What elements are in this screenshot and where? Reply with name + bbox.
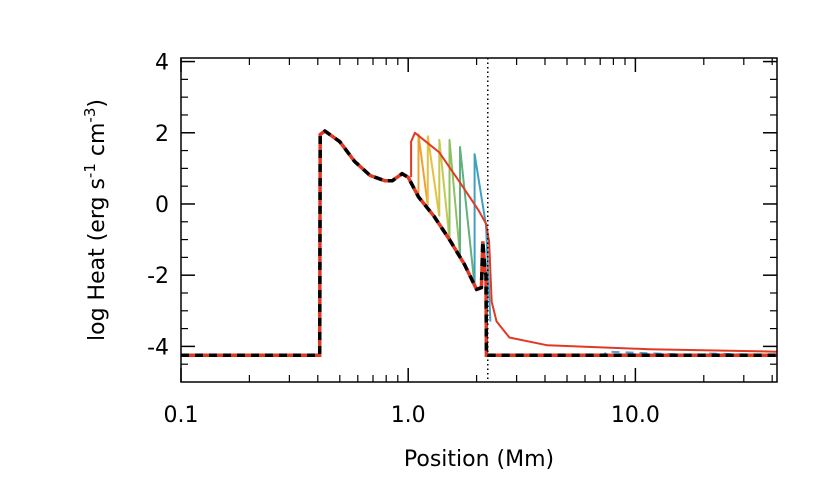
series-line bbox=[181, 129, 777, 358]
y-tick-label: -4 bbox=[147, 335, 169, 360]
series-line bbox=[417, 133, 429, 206]
y-tick-label: -2 bbox=[147, 264, 169, 289]
y-tick-label: 0 bbox=[155, 193, 169, 218]
series-line-under bbox=[181, 128, 777, 358]
x-axis-label: Position (Mm) bbox=[404, 447, 554, 472]
plot-frame bbox=[180, 57, 778, 383]
y-label-sup: -3 bbox=[81, 108, 99, 123]
y-label-part: log Heat (erg s bbox=[85, 178, 110, 341]
y-tick-label: 2 bbox=[155, 122, 169, 147]
y-label-part: cm bbox=[85, 123, 110, 164]
series-line bbox=[459, 146, 476, 287]
series-line bbox=[438, 138, 451, 240]
x-tick-label: 0.1 bbox=[164, 403, 199, 428]
x-tick-label: 1.0 bbox=[391, 403, 426, 428]
series-line bbox=[410, 131, 778, 353]
series-line bbox=[448, 138, 461, 256]
y-label-sup: -1 bbox=[81, 163, 99, 178]
series-line bbox=[473, 153, 492, 322]
y-axis-label: log Heat (erg s-1 cm-3) bbox=[81, 99, 110, 341]
y-tick-label: 4 bbox=[155, 51, 169, 76]
series-line bbox=[426, 135, 441, 217]
y-label-part: ) bbox=[85, 99, 110, 108]
series-line bbox=[486, 350, 778, 357]
x-tick-label: 10.0 bbox=[611, 403, 660, 428]
